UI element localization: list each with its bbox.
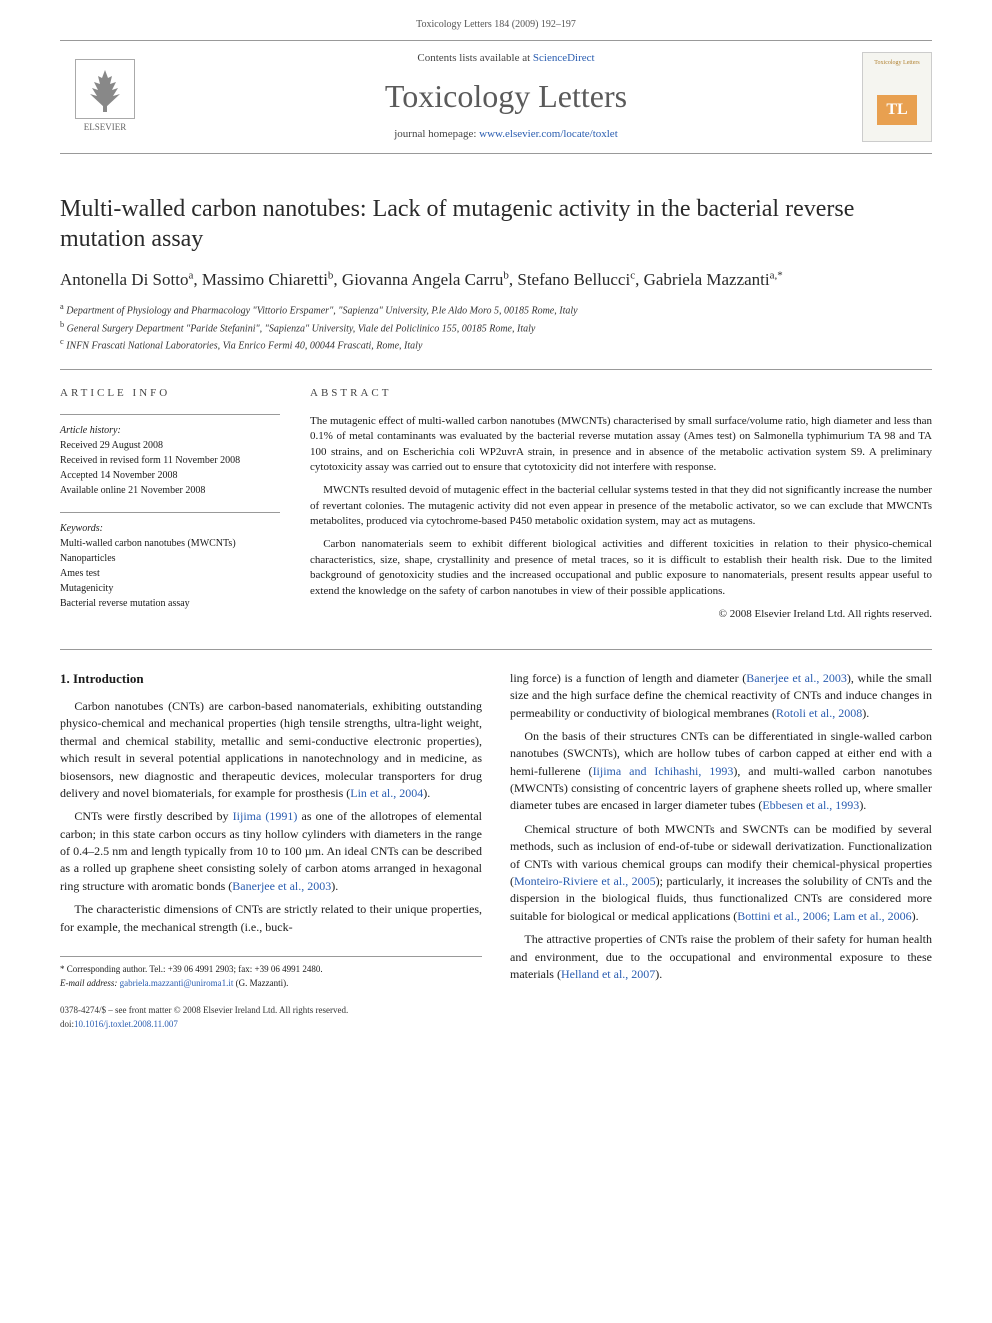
homepage-link[interactable]: www.elsevier.com/locate/toxlet: [479, 128, 618, 140]
citation-link[interactable]: Iijima and Ichihashi, 1993: [593, 764, 734, 778]
history-line: Accepted 14 November 2008: [60, 468, 280, 483]
body-paragraph: On the basis of their structures CNTs ca…: [510, 728, 932, 815]
keyword: Ames test: [60, 566, 280, 581]
article-info-heading: ARTICLE INFO: [60, 386, 280, 401]
abstract-paragraph: Carbon nanomaterials seem to exhibit dif…: [310, 537, 932, 599]
section-heading: 1. Introduction: [60, 670, 482, 688]
publisher-logo: ELSEVIER: [60, 52, 150, 142]
cover-title: Toxicology Letters: [874, 59, 919, 67]
citation-link[interactable]: Banerjee et al., 2003: [232, 879, 331, 893]
keywords-label: Keywords:: [60, 521, 280, 536]
right-column: ling force) is a function of length and …: [510, 670, 932, 990]
citation-link[interactable]: Iijima (1991): [233, 809, 298, 823]
history-label: Article history:: [60, 423, 280, 438]
article-info-column: ARTICLE INFO Article history: Received 2…: [60, 386, 280, 624]
contents-lists-line: Contents lists available at ScienceDirec…: [150, 51, 862, 66]
body-paragraph: ling force) is a function of length and …: [510, 670, 932, 722]
abstract-paragraph: The mutagenic effect of multi-walled car…: [310, 414, 932, 476]
text-run: CNTs were firstly described by: [74, 809, 232, 823]
cover-badge: TL: [877, 95, 917, 125]
history-line: Received in revised form 11 November 200…: [60, 453, 280, 468]
text-run: ).: [423, 786, 430, 800]
article-title: Multi-walled carbon nanotubes: Lack of m…: [60, 194, 932, 254]
elsevier-tree-icon: [75, 59, 135, 119]
contents-center: Contents lists available at ScienceDirec…: [150, 51, 862, 143]
abstract-column: ABSTRACT The mutagenic effect of multi-w…: [310, 386, 932, 624]
affiliation-line: c INFN Frascati National Laboratories, V…: [60, 336, 932, 353]
text-run: ).: [331, 879, 338, 893]
affiliation-line: b General Surgery Department "Paride Ste…: [60, 319, 932, 336]
email-link[interactable]: gabriela.mazzanti@uniroma1.it: [120, 978, 234, 988]
homepage-line: journal homepage: www.elsevier.com/locat…: [150, 127, 862, 142]
abstract-paragraph: MWCNTs resulted devoid of mutagenic effe…: [310, 483, 932, 529]
email-who: (G. Mazzanti).: [236, 978, 289, 988]
body-paragraph: The attractive properties of CNTs raise …: [510, 931, 932, 983]
abstract-heading: ABSTRACT: [310, 386, 932, 401]
history-line: Available online 21 November 2008: [60, 483, 280, 498]
keyword: Multi-walled carbon nanotubes (MWCNTs): [60, 536, 280, 551]
citation-link[interactable]: Monteiro-Riviere et al., 2005: [514, 874, 656, 888]
footnotes: * Corresponding author. Tel.: +39 06 499…: [60, 956, 482, 990]
text-run: Carbon nanotubes (CNTs) are carbon-based…: [60, 699, 482, 800]
citation-link[interactable]: Bottini et al., 2006; Lam et al., 2006: [737, 909, 911, 923]
citation-link[interactable]: Ebbesen et al., 1993: [762, 798, 859, 812]
doi-link[interactable]: 10.1016/j.toxlet.2008.11.007: [74, 1019, 178, 1029]
citation-link[interactable]: Lin et al., 2004: [350, 786, 423, 800]
text-run: ).: [912, 909, 919, 923]
keywords-block: Keywords: Multi-walled carbon nanotubes …: [60, 512, 280, 611]
text-run: ).: [862, 706, 869, 720]
left-column: 1. Introduction Carbon nanotubes (CNTs) …: [60, 670, 482, 990]
text-run: ling force) is a function of length and …: [510, 671, 746, 685]
doi-label: doi:: [60, 1019, 74, 1029]
author-list: Antonella Di Sottoa, Massimo Chiarettib,…: [60, 268, 932, 292]
body-paragraph: The characteristic dimensions of CNTs ar…: [60, 901, 482, 936]
issn-line: 0378-4274/$ – see front matter © 2008 El…: [60, 1004, 932, 1018]
keyword: Mutagenicity: [60, 581, 280, 596]
doi-line: doi:10.1016/j.toxlet.2008.11.007: [60, 1018, 932, 1032]
journal-name: Toxicology Letters: [150, 74, 862, 119]
publisher-name: ELSEVIER: [84, 121, 127, 134]
body-columns: 1. Introduction Carbon nanotubes (CNTs) …: [60, 649, 932, 990]
text-run: ).: [655, 967, 662, 981]
meta-abstract-row: ARTICLE INFO Article history: Received 2…: [60, 369, 932, 624]
abstract-copyright: © 2008 Elsevier Ireland Ltd. All rights …: [310, 607, 932, 622]
contents-bar: ELSEVIER Contents lists available at Sci…: [60, 40, 932, 154]
body-paragraph: Carbon nanotubes (CNTs) are carbon-based…: [60, 698, 482, 802]
running-header-text: Toxicology Letters 184 (2009) 192–197: [416, 19, 576, 30]
page-footer: 0378-4274/$ – see front matter © 2008 El…: [60, 1004, 932, 1031]
keyword: Nanoparticles: [60, 551, 280, 566]
text-run: ).: [859, 798, 866, 812]
keyword: Bacterial reverse mutation assay: [60, 596, 280, 611]
corresponding-author-note: * Corresponding author. Tel.: +39 06 499…: [60, 963, 482, 977]
citation-link[interactable]: Helland et al., 2007: [561, 967, 655, 981]
contents-lists-pre: Contents lists available at: [417, 52, 532, 64]
running-header: Toxicology Letters 184 (2009) 192–197: [0, 0, 992, 40]
affiliation-line: a Department of Physiology and Pharmacol…: [60, 301, 932, 318]
email-line: E-mail address: gabriela.mazzanti@unirom…: [60, 977, 482, 991]
citation-link[interactable]: Rotoli et al., 2008: [776, 706, 862, 720]
sciencedirect-link[interactable]: ScienceDirect: [533, 52, 595, 64]
article-history-block: Article history: Received 29 August 2008…: [60, 414, 280, 498]
homepage-pre: journal homepage:: [394, 128, 479, 140]
citation-link[interactable]: Banerjee et al., 2003: [746, 671, 847, 685]
body-paragraph: Chemical structure of both MWCNTs and SW…: [510, 821, 932, 925]
journal-cover-thumb: Toxicology Letters TL: [862, 52, 932, 142]
affiliation-list: a Department of Physiology and Pharmacol…: [60, 301, 932, 353]
email-label: E-mail address:: [60, 978, 117, 988]
history-line: Received 29 August 2008: [60, 438, 280, 453]
body-paragraph: CNTs were firstly described by Iijima (1…: [60, 808, 482, 895]
